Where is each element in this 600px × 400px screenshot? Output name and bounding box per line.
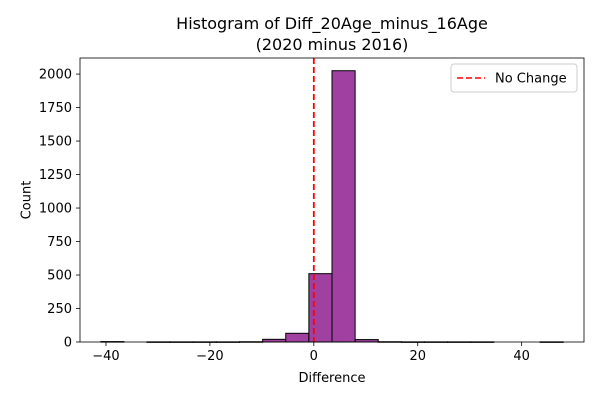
x-tick-label: −40 bbox=[92, 349, 119, 364]
histogram-bar bbox=[262, 338, 287, 343]
histogram-bar bbox=[331, 70, 356, 343]
x-tick-label: −20 bbox=[196, 349, 223, 364]
chart-title: Histogram of Diff_20Age_minus_16Age bbox=[176, 14, 488, 34]
y-tick-label: 1750 bbox=[39, 101, 72, 116]
x-tick-label: 40 bbox=[513, 349, 530, 364]
y-tick-label: 1500 bbox=[39, 135, 72, 150]
bars-layer bbox=[100, 70, 564, 343]
x-axis-ticks: −40 −20 0 20 40 bbox=[92, 342, 530, 364]
y-tick-label: 2000 bbox=[39, 68, 72, 83]
legend-box bbox=[450, 63, 578, 93]
y-tick-label: 1000 bbox=[39, 202, 72, 217]
y-tick-label: 750 bbox=[47, 235, 72, 250]
histogram-bar bbox=[285, 332, 310, 343]
y-axis-label: Count bbox=[20, 181, 35, 220]
y-tick-label: 500 bbox=[47, 269, 72, 284]
y-axis-ticks: 0 250 500 750 1000 1250 1500 1750 2000 bbox=[39, 68, 80, 351]
y-tick-label: 1250 bbox=[39, 168, 72, 183]
legend-entry-no-change: No Change bbox=[495, 72, 567, 87]
histogram-bar bbox=[308, 273, 333, 343]
x-tick-label: 0 bbox=[310, 349, 318, 364]
legend: No Change bbox=[450, 63, 578, 93]
y-tick-label: 0 bbox=[64, 336, 72, 351]
plot-frame bbox=[79, 57, 585, 343]
chart-subtitle: (2020 minus 2016) bbox=[256, 35, 409, 54]
x-tick-label: 20 bbox=[409, 349, 426, 364]
x-axis-label: Difference bbox=[298, 371, 365, 386]
y-tick-label: 250 bbox=[47, 302, 72, 317]
